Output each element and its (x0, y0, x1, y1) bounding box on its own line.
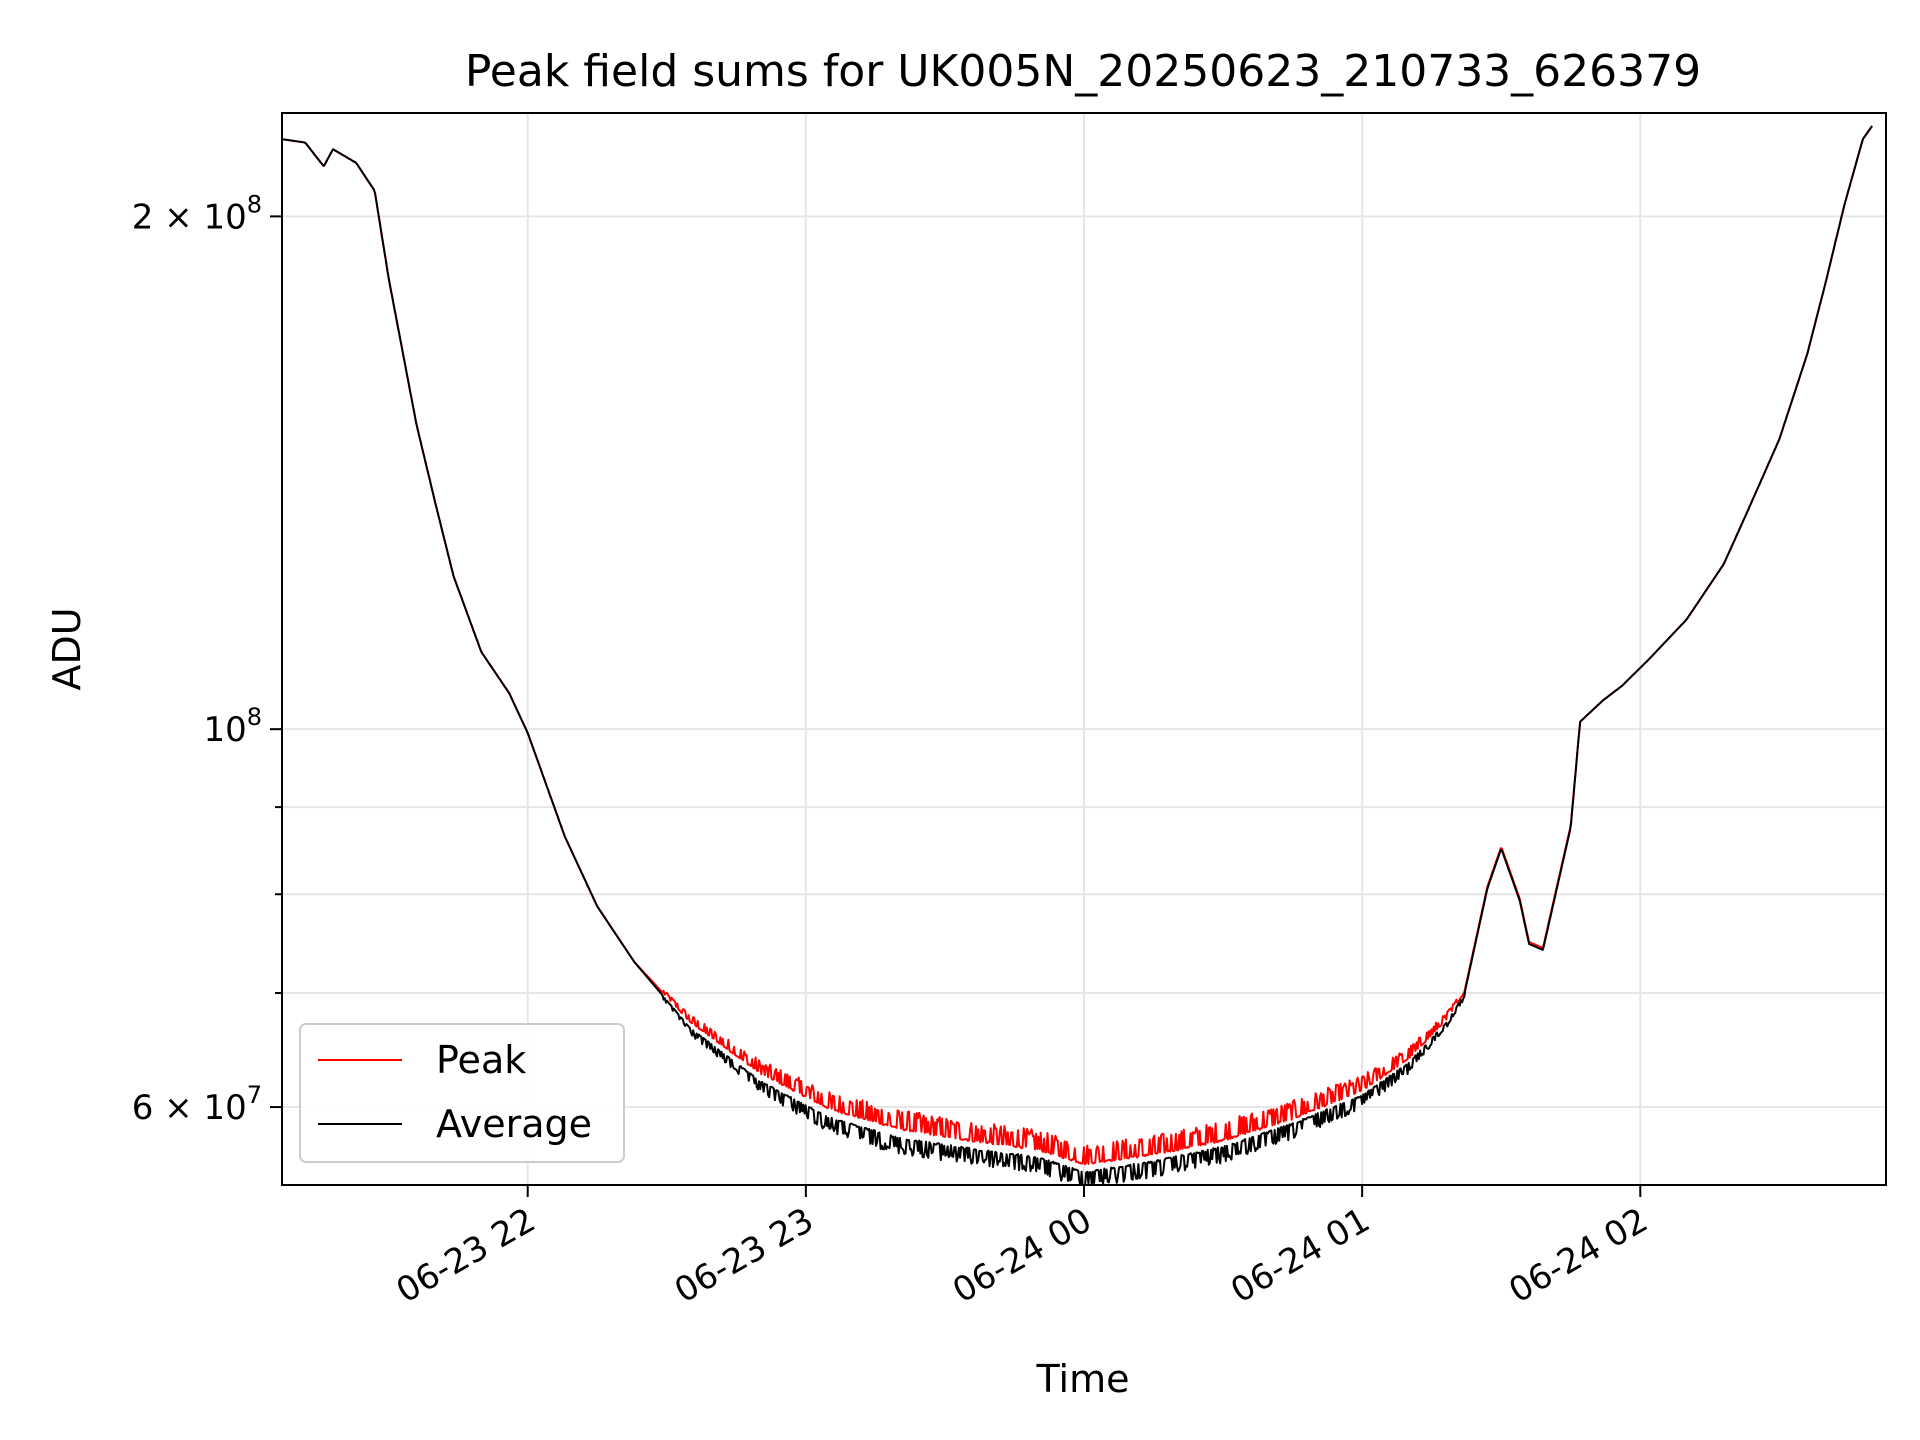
y-tick-label: 108 (203, 703, 262, 750)
x-axis-title: Time (1036, 1357, 1130, 1401)
legend-label-average: Average (436, 1102, 592, 1146)
y-axis-title: ADU (45, 607, 89, 690)
y-tick-label-exponent: 8 (247, 190, 262, 218)
y-tick-label-base: 10 (203, 710, 246, 750)
y-tick-label: 6 × 107 (132, 1081, 262, 1128)
legend-label-peak: Peak (436, 1038, 526, 1082)
y-tick-label: 2 × 108 (132, 190, 262, 237)
y-tick-label-exponent: 8 (247, 703, 262, 731)
legend-box (299, 1023, 625, 1163)
y-tick-label-exponent: 7 (247, 1081, 262, 1109)
y-tick-label-base: 6 × 10 (132, 1088, 247, 1128)
y-tick-label-base: 2 × 10 (132, 197, 247, 237)
series-line-average (282, 125, 1873, 1185)
chart-title: Peak field sums for UK005N_20250623_2107… (465, 46, 1701, 97)
series-layer (282, 125, 1873, 1185)
legend: Peak Average (299, 1023, 625, 1163)
